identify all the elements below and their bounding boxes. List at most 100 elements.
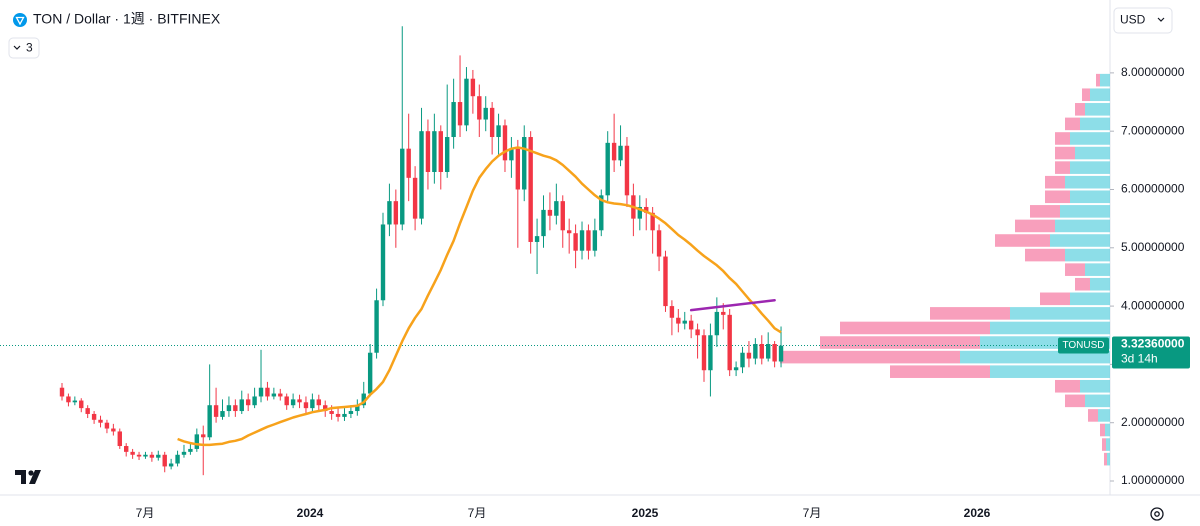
- candle-body: [226, 405, 232, 412]
- candle-body: [579, 230, 585, 251]
- candle: [477, 84, 482, 138]
- profile-up: [1105, 423, 1110, 437]
- candle: [445, 84, 450, 178]
- candle-body: [406, 148, 411, 178]
- candle-body: [374, 300, 379, 353]
- candle-body: [72, 400, 78, 403]
- candle-body: [624, 145, 630, 196]
- candle: [66, 393, 71, 407]
- candle-body: [239, 399, 244, 412]
- candle: [688, 314, 694, 339]
- profile-down: [1055, 146, 1075, 160]
- candle: [111, 423, 116, 436]
- candle-body: [663, 256, 668, 307]
- candle-body: [342, 413, 347, 417]
- candle: [618, 125, 623, 167]
- candle: [406, 113, 411, 202]
- candle-body: [335, 413, 341, 417]
- candle-body: [104, 422, 110, 429]
- candle-body: [753, 343, 758, 359]
- candle-body: [136, 454, 142, 457]
- candle-body: [727, 314, 732, 371]
- profile-up: [1090, 277, 1110, 291]
- profile-up: [1070, 190, 1110, 204]
- candle-body: [258, 387, 264, 397]
- settings-button[interactable]: [1150, 507, 1164, 521]
- candle: [252, 387, 257, 409]
- candle: [361, 381, 366, 409]
- candle-body: [400, 148, 405, 225]
- y-tick-label: 4.00000000: [1121, 298, 1185, 312]
- price-badge: [1112, 336, 1190, 369]
- candle-body: [509, 148, 514, 161]
- candle: [496, 113, 501, 155]
- candle-body: [470, 78, 476, 97]
- candle-body: [650, 212, 655, 231]
- candle-body: [297, 399, 302, 403]
- candle-body: [66, 396, 71, 403]
- profile-up: [1090, 88, 1110, 102]
- candle-body: [130, 451, 135, 455]
- candle: [714, 297, 720, 347]
- candle: [611, 113, 617, 172]
- candle-body: [245, 399, 251, 406]
- candle-body: [701, 335, 707, 371]
- candle-body: [528, 137, 533, 242]
- indicator-toggle[interactable]: [8, 37, 40, 59]
- profile-down: [1082, 88, 1090, 102]
- candle-body: [445, 137, 450, 172]
- candle: [599, 189, 604, 237]
- candle-body: [194, 434, 200, 449]
- candle-body: [721, 311, 726, 315]
- candle-body: [361, 393, 366, 406]
- candle: [522, 125, 527, 202]
- candle: [419, 107, 424, 225]
- candle-body: [149, 454, 155, 458]
- candle-body: [220, 411, 225, 417]
- currency-select[interactable]: [1113, 7, 1173, 34]
- y-tick-label: 2.00000000: [1121, 415, 1185, 429]
- candle: [59, 383, 65, 401]
- candle-body: [213, 405, 219, 417]
- candle: [682, 311, 687, 330]
- candle-body: [778, 345, 784, 362]
- candle: [380, 212, 386, 307]
- x-tick-label: 2026: [964, 506, 991, 520]
- x-tick-label: 2025: [632, 506, 659, 520]
- symbol-icon-glyph: [15, 16, 25, 26]
- candle: [387, 183, 392, 237]
- candle-body: [740, 352, 745, 368]
- profile-up: [1075, 146, 1110, 160]
- candle: [239, 390, 244, 414]
- candle: [746, 341, 752, 368]
- candle-body: [489, 107, 495, 138]
- candle-body: [329, 411, 334, 414]
- y-tick-label: 7.00000000: [1121, 123, 1185, 137]
- candle-body: [355, 405, 360, 412]
- candle-body: [438, 131, 443, 172]
- candle: [502, 119, 508, 172]
- candle-body: [708, 335, 713, 371]
- candle: [181, 444, 187, 458]
- candle: [708, 323, 713, 397]
- candle: [695, 323, 700, 359]
- candle: [310, 393, 315, 413]
- candle: [586, 224, 591, 260]
- candle: [400, 26, 405, 231]
- candle-body: [380, 224, 386, 301]
- candle-body: [91, 413, 97, 420]
- candle-body: [175, 454, 180, 464]
- candle: [188, 443, 193, 455]
- candle: [201, 425, 206, 476]
- candle-body: [586, 230, 591, 251]
- trendline: [689, 299, 776, 312]
- candle-body: [746, 352, 752, 359]
- candle-body: [59, 387, 65, 397]
- candle: [271, 387, 277, 400]
- candle-body: [522, 137, 527, 190]
- candle-body: [477, 96, 482, 120]
- candle-body: [278, 393, 283, 397]
- candle: [117, 428, 122, 449]
- candle: [554, 183, 559, 225]
- profile-down: [1045, 175, 1065, 189]
